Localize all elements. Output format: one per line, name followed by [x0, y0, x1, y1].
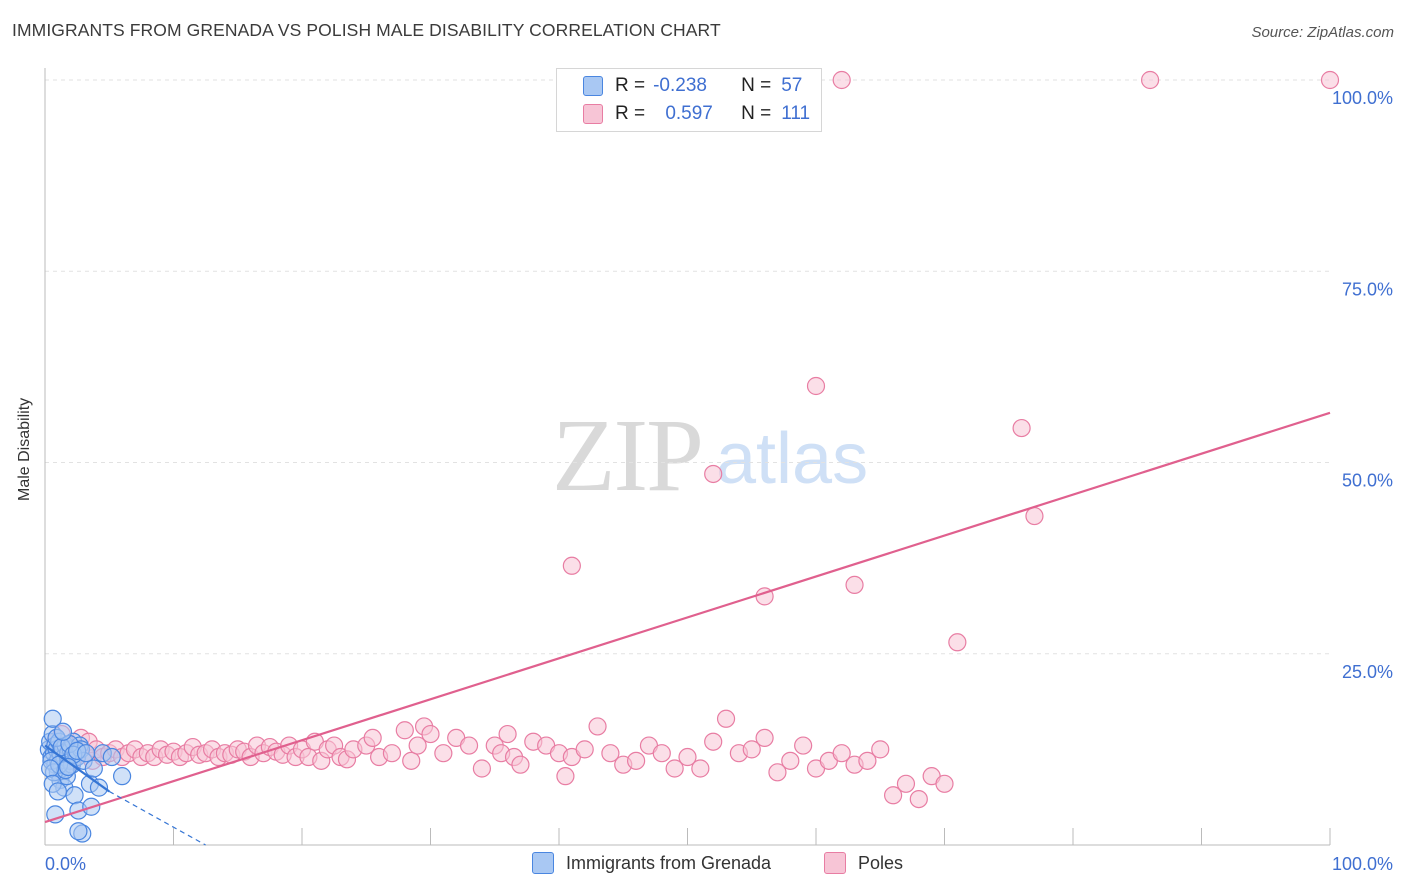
poles-point [1320, 70, 1340, 90]
poles-point [806, 376, 826, 396]
poles-point [704, 464, 723, 484]
poles-point [716, 709, 736, 728]
bottom-legend-swatch-pink [824, 852, 846, 874]
poles-point [421, 724, 440, 744]
legend-row-grenada: R = -0.238 N = 57 [583, 72, 802, 100]
bottom-legend-label-poles: Poles [858, 852, 904, 873]
poles-point [665, 759, 684, 778]
poles-point [832, 70, 851, 90]
watermark-zip: ZIP [552, 398, 704, 513]
grenada-point [112, 767, 132, 786]
poles-point [678, 747, 697, 767]
poles-point [652, 744, 671, 763]
poles-point [395, 721, 414, 740]
poles-point [704, 732, 723, 751]
poles-point [858, 751, 877, 770]
poles-point [781, 751, 800, 770]
grenada-point [46, 805, 65, 824]
chart-title: IMMIGRANTS FROM GRENADA VS POLISH MALE D… [12, 20, 721, 40]
bottom-legend-label-grenada: Immigrants from Grenada [566, 852, 772, 873]
poles-point [691, 759, 710, 778]
grenada-point [77, 744, 96, 763]
poles-trend-line [44, 411, 1331, 824]
poles-point [1012, 418, 1031, 438]
bottom-legend-swatch-blue [532, 852, 554, 874]
grenada-point [53, 722, 73, 741]
grenada-point [84, 759, 103, 778]
poles-point [845, 575, 864, 595]
y-tick-label: 50.0% [1342, 471, 1393, 491]
poles-point [768, 763, 787, 782]
legend-n-label: N = [741, 75, 772, 96]
grenada-trend-extension [108, 790, 206, 846]
x-tick-label: 0.0% [45, 854, 86, 874]
poles-point [601, 744, 620, 763]
grenada-point [65, 786, 84, 805]
poles-point [896, 774, 916, 793]
bottom-legend-poles: Poles [824, 852, 903, 874]
poles-point [511, 755, 530, 774]
poles-point [832, 744, 851, 763]
poles-point [402, 751, 421, 770]
legend-row-poles: R = 0.597 N = 111 [583, 100, 810, 128]
poles-point [935, 774, 954, 793]
legend-swatch-pink [583, 104, 603, 124]
legend-swatch-blue [583, 76, 603, 96]
y-tick-label: 75.0% [1342, 279, 1393, 299]
grenada-point [43, 709, 62, 728]
grenada-point [102, 747, 121, 767]
poles-point [434, 744, 453, 763]
poles-point [755, 728, 774, 748]
poles-point [883, 786, 903, 805]
x-tick-label: 100.0% [1332, 854, 1393, 874]
poles-point [472, 759, 491, 778]
legend-r-label: R = [615, 103, 646, 124]
grenada-point [89, 778, 109, 797]
poles-point [498, 724, 517, 744]
poles-point [909, 789, 928, 809]
poles-point [575, 740, 594, 759]
poles-point [794, 736, 813, 755]
poles-point [588, 717, 607, 736]
legend-n-label: N = [741, 103, 772, 124]
legend-r-value: 0.597 [665, 103, 713, 124]
legend-n-value: 57 [781, 75, 803, 96]
poles-point [459, 736, 479, 755]
poles-point [408, 736, 427, 755]
poles-point [948, 633, 967, 652]
source-label: Source: ZipAtlas.com [1251, 24, 1394, 41]
y-tick-label: 25.0% [1342, 662, 1393, 682]
poles-point [363, 728, 382, 748]
poles-point [871, 740, 890, 759]
legend-n-value: 111 [781, 103, 811, 124]
poles-point [1140, 70, 1160, 90]
poles-point [1025, 506, 1044, 526]
legend-r-value: -0.238 [653, 75, 707, 96]
poles-point [562, 556, 581, 575]
grenada-point [48, 782, 67, 801]
bottom-legend-grenada: Immigrants from Grenada [532, 852, 771, 874]
poles-point [382, 744, 402, 763]
poles-point [626, 751, 646, 770]
poles-point [742, 740, 761, 759]
poles-point [556, 767, 575, 786]
watermark-atlas: atlas [716, 419, 869, 499]
legend-r-label: R = [615, 75, 646, 96]
grenada-point [69, 822, 88, 841]
grenada-point [41, 759, 60, 778]
grenada-trend-line [44, 744, 110, 793]
y-tick-label: 100.0% [1332, 88, 1393, 108]
stats-legend: R = -0.238 N = 57 R = 0.597 N = 111 [556, 68, 822, 132]
